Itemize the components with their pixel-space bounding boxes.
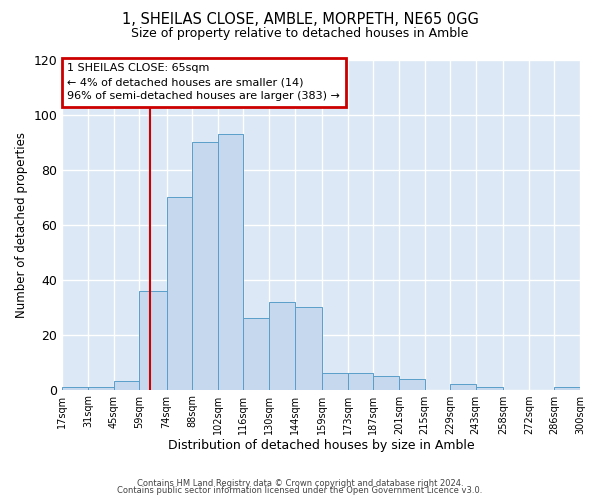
- Bar: [322, 373, 347, 390]
- Bar: [295, 307, 322, 390]
- Text: Contains public sector information licensed under the Open Government Licence v3: Contains public sector information licen…: [118, 486, 482, 495]
- Bar: [192, 142, 218, 390]
- Bar: [62, 387, 88, 390]
- Bar: [347, 373, 373, 390]
- Bar: [450, 384, 476, 390]
- Text: 1, SHEILAS CLOSE, AMBLE, MORPETH, NE65 0GG: 1, SHEILAS CLOSE, AMBLE, MORPETH, NE65 0…: [122, 12, 478, 28]
- Bar: [218, 134, 244, 390]
- Text: 1 SHEILAS CLOSE: 65sqm
← 4% of detached houses are smaller (14)
96% of semi-deta: 1 SHEILAS CLOSE: 65sqm ← 4% of detached …: [67, 64, 340, 102]
- Y-axis label: Number of detached properties: Number of detached properties: [15, 132, 28, 318]
- Bar: [88, 387, 113, 390]
- Bar: [269, 302, 295, 390]
- Bar: [373, 376, 399, 390]
- Bar: [399, 378, 425, 390]
- Bar: [139, 290, 167, 390]
- Bar: [167, 198, 192, 390]
- Text: Contains HM Land Registry data © Crown copyright and database right 2024.: Contains HM Land Registry data © Crown c…: [137, 478, 463, 488]
- Bar: [244, 318, 269, 390]
- Bar: [113, 382, 139, 390]
- Bar: [554, 387, 580, 390]
- X-axis label: Distribution of detached houses by size in Amble: Distribution of detached houses by size …: [168, 440, 475, 452]
- Bar: [476, 387, 503, 390]
- Text: Size of property relative to detached houses in Amble: Size of property relative to detached ho…: [131, 28, 469, 40]
